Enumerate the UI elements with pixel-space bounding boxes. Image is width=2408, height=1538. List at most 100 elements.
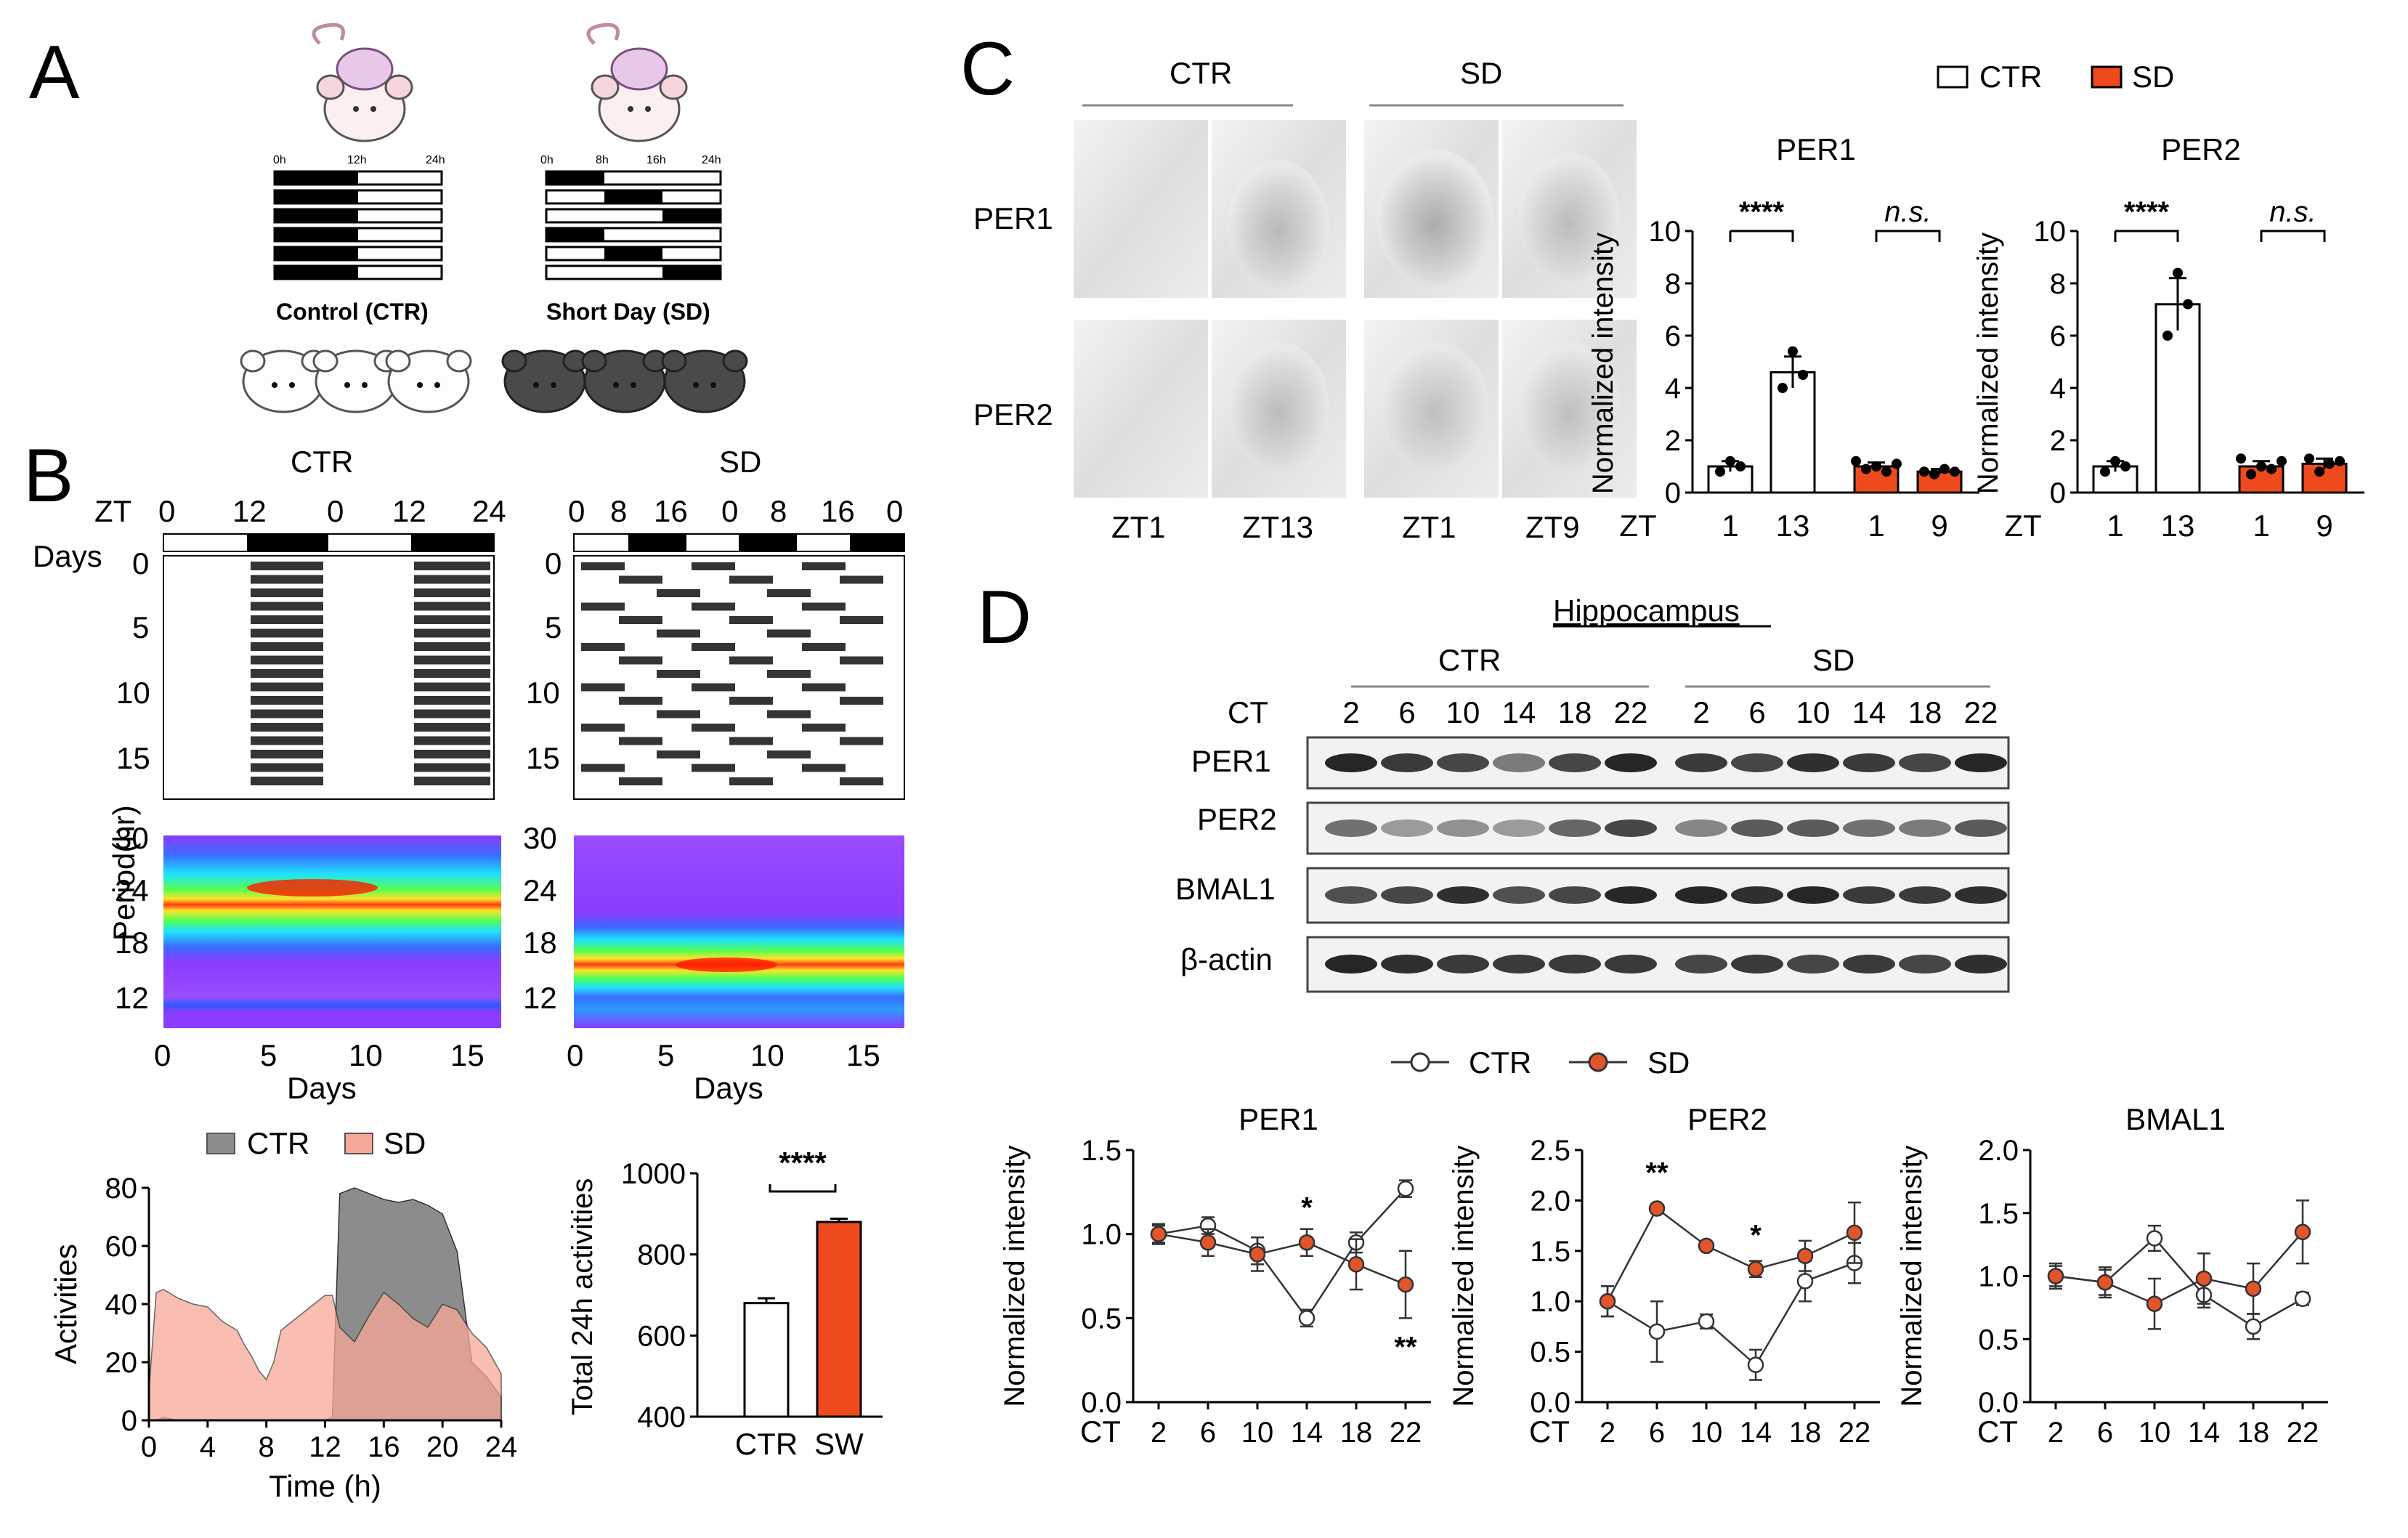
mouse-icon: [501, 349, 588, 413]
blot-row-label: β-actin: [1180, 942, 1273, 976]
data-point-sd: [2146, 1295, 2163, 1312]
blot-band: [1899, 819, 1951, 837]
significance-label: *: [1301, 1192, 1313, 1224]
period-tick: 18: [523, 926, 557, 960]
sd-time-24: 24h: [702, 154, 721, 166]
ct-tick: 2: [1342, 695, 1359, 729]
blot-band: [1381, 886, 1433, 904]
mouse-eye: [344, 382, 350, 388]
x-tick-label: 13: [1776, 509, 1810, 543]
y-tick-label: 0: [121, 1405, 137, 1437]
mouse-eye: [272, 382, 277, 388]
activity-bout: [251, 682, 323, 692]
blot-band: [1955, 955, 2007, 974]
activity-bout: [414, 628, 490, 638]
ct-tick: 10: [1796, 695, 1831, 729]
zt-tick: 0: [327, 494, 344, 528]
mouse-eye: [551, 382, 556, 388]
blot-band: [1437, 753, 1489, 772]
data-point-ctr: [2294, 1290, 2311, 1307]
activity-bout: [251, 763, 323, 772]
x-axis-label: CT: [1977, 1414, 2018, 1449]
y-tick-label: 1.0: [1081, 1219, 1122, 1251]
activity-bout: [251, 642, 323, 651]
x-tick-label: 6: [2097, 1417, 2113, 1449]
activity-bout: [729, 575, 773, 584]
activity-bout: [619, 777, 662, 785]
dark-phase: [604, 190, 662, 203]
y-tick-label: 2.5: [1530, 1135, 1570, 1167]
data-point-sd: [1648, 1200, 1666, 1217]
panel-letter-c: C: [960, 27, 1015, 111]
activity-bout: [414, 642, 490, 651]
y-tick-label: 400: [637, 1401, 686, 1433]
x-tick-label: 22: [2287, 1417, 2319, 1449]
data-point: [2335, 456, 2345, 466]
x-tick-label: 1: [2253, 509, 2269, 543]
activity-bout: [414, 669, 490, 678]
legend-label-ctr: CTR: [247, 1126, 309, 1160]
data-point-sd: [1347, 1256, 1365, 1273]
data-point: [2256, 461, 2266, 471]
blot-band: [1325, 819, 1377, 837]
days-tick: 5: [132, 610, 149, 644]
activity-bout: [692, 764, 735, 772]
actogram-ctr-title: CTR: [291, 445, 353, 479]
activity-bout: [657, 629, 700, 638]
chart-title: PER1: [1239, 1102, 1318, 1136]
period-x-tick: 10: [750, 1038, 785, 1072]
activity-bout: [657, 750, 700, 758]
activity-bout: [802, 764, 846, 772]
x-tick-label: 1: [1868, 509, 1884, 543]
panel-letter-a: A: [29, 31, 80, 115]
tissue-label: Hippocampus: [1553, 594, 1740, 628]
activity-bout: [251, 588, 323, 597]
activity-bout: [619, 656, 662, 665]
y-tick-label: 0.5: [1978, 1324, 2019, 1356]
ct-tick: 10: [1446, 695, 1480, 729]
y-tick-label: 4: [1665, 373, 1681, 405]
activity-bout: [619, 737, 662, 745]
data-point-ctr: [1796, 1273, 1814, 1290]
activity-bout: [414, 736, 490, 745]
y-tick-label: 8: [1665, 268, 1681, 300]
blot-band: [1675, 819, 1727, 837]
blot-row-label: BMAL1: [1175, 872, 1276, 906]
activity-bout: [657, 670, 700, 678]
activity-bout: [840, 737, 883, 745]
mouse-ear: [312, 349, 339, 373]
blot-band: [1955, 886, 2007, 904]
data-point: [2277, 456, 2287, 466]
area-series-sd: [148, 1289, 502, 1421]
dark-phase: [275, 247, 358, 260]
activity-bout: [581, 724, 625, 732]
y-tick-label: 1.5: [1081, 1135, 1122, 1167]
data-point: [2173, 267, 2183, 278]
sd-time-0: 0h: [540, 154, 554, 166]
ihc-col-label: ZT1: [1402, 510, 1456, 544]
activity-bout: [581, 562, 625, 570]
x-tick-label: 6: [1649, 1417, 1665, 1449]
x-tick-label: 4: [200, 1431, 216, 1463]
blot-band: [1493, 753, 1545, 772]
ihc-col-label: ZT13: [1242, 510, 1313, 544]
data-point-sd: [2047, 1268, 2064, 1284]
zt-tick: 0: [721, 494, 738, 528]
y-tick-label: 0: [1665, 477, 1681, 509]
activity-bout: [251, 777, 323, 785]
blot-band: [1899, 886, 1951, 904]
activity-bout: [414, 750, 490, 758]
blot-band: [1787, 955, 1839, 974]
ihc-col-label: ZT9: [1525, 510, 1580, 544]
periodogram-sd: 30 24 18 12 0 5 10 15 Days: [523, 821, 904, 1105]
blot-band: [1787, 886, 1839, 904]
data-point-sd: [1796, 1247, 1814, 1264]
mouse-ear: [722, 349, 748, 373]
ct-tick: 18: [1558, 695, 1592, 729]
zt-tick: 0: [158, 494, 175, 528]
period-x-tick: 15: [846, 1038, 880, 1072]
y-axis-label: Normalized intensity: [1587, 232, 1619, 494]
activity-bout: [251, 562, 323, 570]
data-point-sd: [1249, 1246, 1266, 1263]
